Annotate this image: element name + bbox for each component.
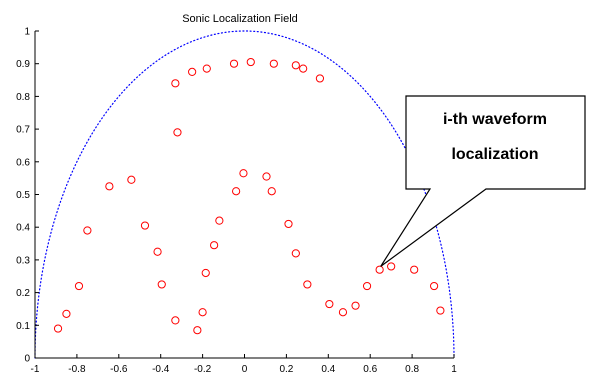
data-point [351, 301, 360, 310]
data-point [140, 221, 150, 230]
data-point [153, 247, 162, 256]
data-point [325, 299, 334, 309]
data-point [269, 59, 278, 68]
data-point [284, 219, 293, 229]
y-tick-label: 0.5 [16, 190, 30, 201]
data-point [53, 324, 63, 333]
data-point [62, 309, 71, 318]
boundary-semicircle [34, 30, 455, 359]
x-tick-label: 0.2 [279, 364, 293, 375]
axes [34, 31, 454, 359]
x-tick-label: 0.6 [363, 364, 377, 375]
data-point [315, 74, 325, 83]
data-point [262, 172, 271, 181]
data-point [410, 265, 419, 274]
data-point [303, 280, 312, 289]
x-tick-label: -0.4 [152, 364, 170, 375]
data-point [210, 241, 219, 250]
data-point [267, 187, 276, 196]
data-point [239, 169, 248, 178]
data-point [215, 216, 224, 225]
x-tick-label: -1 [31, 364, 40, 375]
data-point [198, 308, 207, 317]
data-point [171, 79, 180, 88]
data-point [74, 281, 84, 291]
data-point [387, 262, 396, 271]
x-tick-label: -0.8 [68, 364, 86, 375]
data-point [127, 175, 136, 184]
data-point [232, 187, 241, 196]
data-point [105, 182, 114, 191]
y-tick-label: 0.6 [16, 157, 30, 168]
data-point [291, 61, 300, 70]
data-point [173, 128, 182, 137]
data-point [83, 226, 92, 235]
callout-box [380, 95, 586, 267]
x-tick-label: -0.6 [110, 364, 128, 375]
callout-line-1: i-th waveform [443, 111, 547, 128]
x-ticks: -1 -0.8 -0.6 -0.4 -0.2 0 0.2 0.4 0.6 0.8 1 [31, 354, 457, 375]
x-tick-label: 1 [451, 364, 457, 375]
points-layer [53, 57, 445, 335]
data-point [201, 268, 210, 278]
x-tick-label: -0.2 [194, 364, 212, 375]
y-tick-label: 0 [24, 354, 30, 365]
y-tick-label: 0.2 [16, 288, 30, 299]
data-point [375, 265, 384, 274]
y-tick-label: 0.8 [16, 92, 30, 103]
y-tick-label: 0.9 [16, 59, 30, 70]
data-point [171, 316, 180, 325]
data-point [430, 281, 439, 291]
data-point [188, 67, 197, 76]
y-tick-label: 0.3 [16, 255, 30, 266]
x-tick-label: 0 [242, 364, 248, 375]
y-ticks: 0 0.1 0.2 0.3 0.4 0.5 0.6 0.7 0.8 0.9 1 [16, 27, 39, 365]
y-tick-label: 0.4 [16, 223, 30, 234]
data-point [299, 64, 308, 73]
y-tick-label: 0.1 [16, 321, 30, 332]
data-point [436, 306, 445, 315]
x-tick-label: 0.8 [405, 364, 419, 375]
data-point [229, 59, 239, 68]
chart-title: Sonic Localization Field [182, 13, 298, 25]
data-point [202, 64, 211, 73]
data-point [157, 280, 166, 289]
y-tick-label: 0.7 [16, 125, 30, 136]
y-tick-label: 1 [24, 27, 30, 38]
boundary-layer [34, 30, 455, 359]
callout-annotation: i-th waveform localization [380, 95, 586, 267]
callout-line-2: localization [451, 146, 538, 163]
data-point [193, 326, 202, 335]
data-point [338, 308, 348, 317]
data-point [291, 249, 300, 258]
data-point [246, 57, 255, 67]
data-point [362, 281, 372, 291]
x-tick-label: 0.4 [321, 364, 335, 375]
